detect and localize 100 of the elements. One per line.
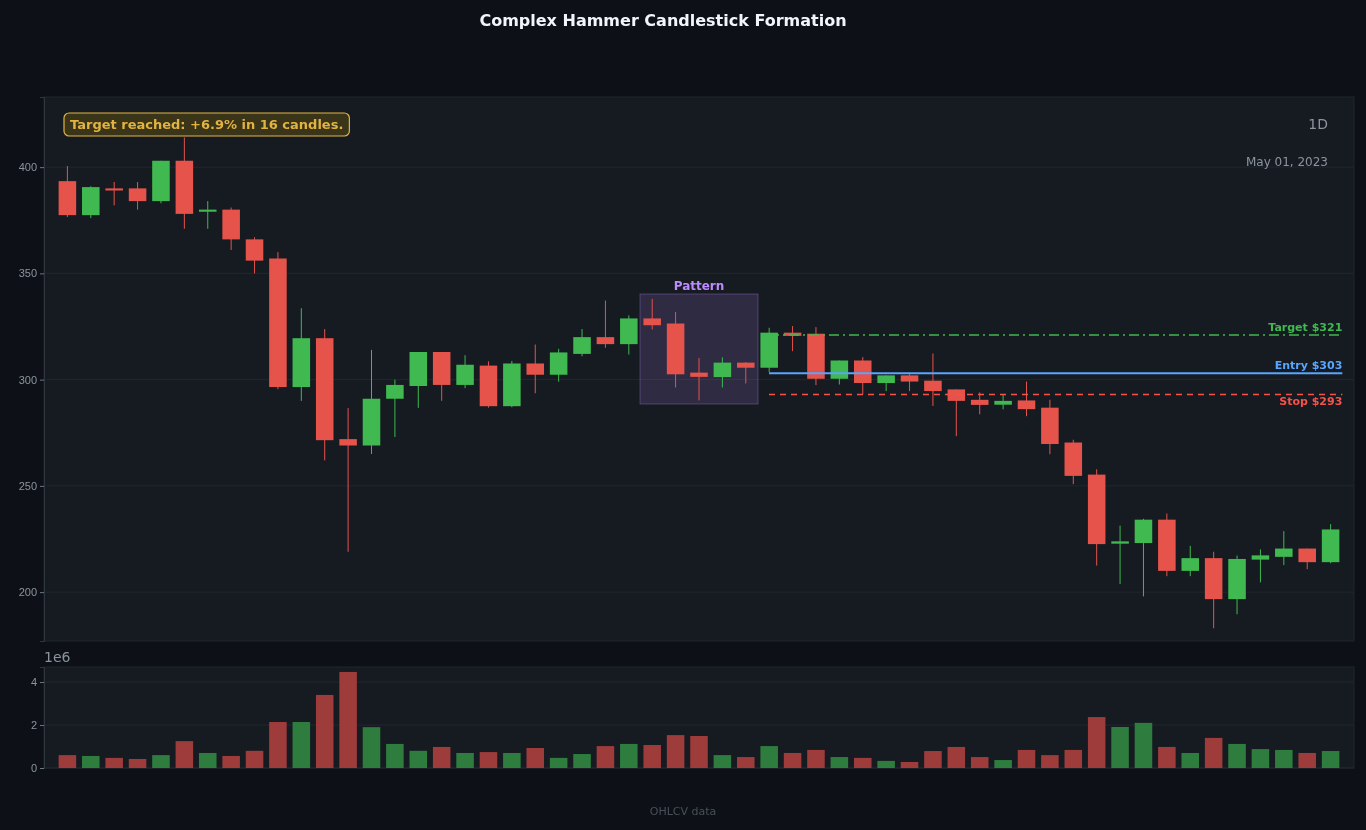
candlestick bbox=[456, 354, 474, 389]
bar bbox=[830, 757, 849, 768]
y-tick-label: 200 bbox=[18, 586, 37, 599]
bar bbox=[690, 735, 708, 768]
bar bbox=[1204, 737, 1223, 768]
candlestick bbox=[386, 379, 404, 438]
bar bbox=[362, 727, 381, 768]
bar bbox=[1064, 749, 1083, 768]
bar bbox=[222, 755, 240, 768]
bar bbox=[596, 746, 615, 768]
candlestick bbox=[573, 328, 591, 357]
bar bbox=[339, 671, 357, 768]
bar bbox=[970, 757, 989, 768]
bar bbox=[503, 752, 521, 768]
candlestick bbox=[643, 298, 661, 330]
bar bbox=[1158, 746, 1176, 768]
bar bbox=[573, 754, 591, 768]
bar bbox=[760, 746, 778, 768]
bar bbox=[386, 743, 404, 768]
bar bbox=[994, 760, 1012, 768]
annotation: Target reached: +6.9% in 16 candles. bbox=[70, 117, 344, 132]
candlestick bbox=[245, 236, 264, 274]
bar bbox=[526, 748, 545, 768]
chart-title: Complex Hammer Candlestick Formation bbox=[479, 11, 847, 30]
bar bbox=[245, 750, 264, 768]
bar bbox=[900, 761, 919, 768]
candlestick bbox=[877, 374, 895, 392]
bar bbox=[58, 755, 77, 768]
candlestick bbox=[549, 348, 568, 383]
candlestick bbox=[526, 344, 545, 394]
y-axis-title: 1e6 bbox=[44, 649, 71, 665]
bar bbox=[269, 722, 287, 768]
candlestick bbox=[1017, 381, 1036, 417]
bar bbox=[152, 755, 170, 768]
candlestick bbox=[1251, 548, 1270, 583]
bar bbox=[175, 741, 194, 768]
text: OHLCV data bbox=[649, 805, 717, 818]
y-tick-label: 0 bbox=[30, 762, 37, 775]
bar bbox=[315, 694, 334, 768]
bar bbox=[409, 750, 428, 768]
bar bbox=[643, 745, 661, 768]
annotation: May 01, 2023 bbox=[1245, 155, 1328, 169]
candlestick bbox=[1111, 525, 1129, 585]
bar bbox=[853, 757, 872, 768]
bar bbox=[456, 752, 474, 768]
bar bbox=[432, 746, 451, 768]
ref-line-label: Stop $293 bbox=[1279, 394, 1343, 408]
bar bbox=[128, 758, 147, 768]
candlestick bbox=[970, 391, 989, 415]
bar bbox=[807, 749, 825, 768]
annotation: 1D bbox=[1308, 116, 1328, 132]
candlestick bbox=[198, 200, 217, 230]
bar bbox=[198, 752, 217, 768]
bar bbox=[1298, 752, 1316, 768]
candlestick bbox=[1275, 530, 1293, 566]
candlestick bbox=[1181, 545, 1200, 577]
candlestick bbox=[947, 388, 966, 437]
candlestick bbox=[924, 352, 942, 407]
bar bbox=[666, 735, 685, 768]
bar bbox=[947, 746, 966, 768]
bar bbox=[1251, 749, 1270, 768]
candlestick bbox=[713, 356, 732, 388]
y-tick-label: 350 bbox=[18, 267, 37, 280]
bar bbox=[1087, 717, 1106, 768]
bar bbox=[1134, 722, 1153, 768]
bar bbox=[924, 751, 942, 768]
candlestick bbox=[339, 407, 357, 553]
bar bbox=[1321, 751, 1340, 768]
candlestick bbox=[853, 356, 872, 395]
bar bbox=[1041, 755, 1059, 768]
candlestick bbox=[128, 181, 147, 211]
y-tick-label: 400 bbox=[18, 161, 37, 174]
bar bbox=[549, 757, 568, 768]
bar bbox=[713, 755, 732, 768]
bar bbox=[1017, 749, 1036, 768]
candlestick bbox=[994, 394, 1012, 410]
ref-line-label: Entry $303 bbox=[1274, 359, 1343, 373]
bar bbox=[479, 752, 498, 768]
y-tick-label: 4 bbox=[30, 676, 37, 689]
bar bbox=[877, 760, 895, 768]
bar bbox=[783, 752, 802, 768]
bar bbox=[1181, 752, 1200, 768]
candlestick bbox=[690, 357, 708, 401]
candlestick bbox=[596, 300, 615, 349]
ref-line-label: Target $321 bbox=[1268, 321, 1343, 334]
y-tick-label: 250 bbox=[18, 479, 37, 492]
bar bbox=[1111, 726, 1129, 768]
y-tick-label: 300 bbox=[18, 373, 37, 386]
bar bbox=[292, 722, 311, 768]
y-tick-label: 2 bbox=[30, 719, 37, 732]
candlestick bbox=[737, 361, 755, 384]
candlestick bbox=[105, 181, 123, 206]
candlestick bbox=[1134, 518, 1153, 597]
bar bbox=[620, 743, 638, 768]
bar bbox=[105, 757, 123, 768]
bar bbox=[82, 755, 100, 768]
bar bbox=[1228, 743, 1246, 768]
bar bbox=[1275, 749, 1293, 768]
annotation: Pattern bbox=[673, 279, 725, 293]
bar bbox=[737, 757, 755, 768]
